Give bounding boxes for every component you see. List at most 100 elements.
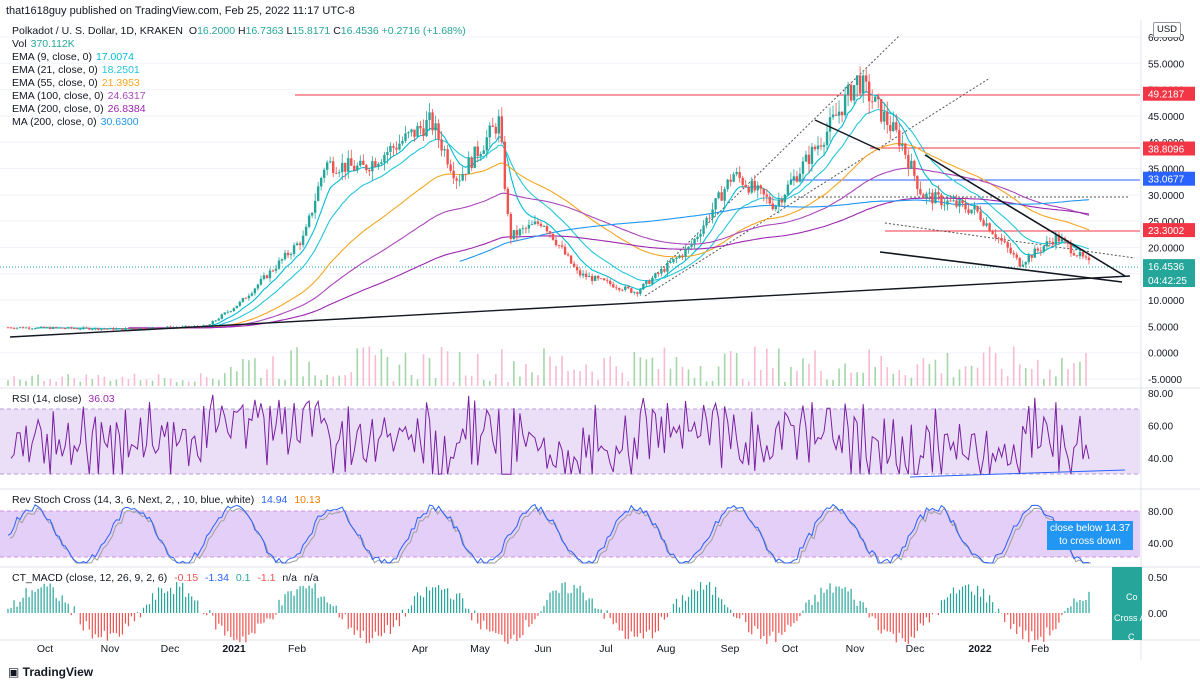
macd-bar — [838, 586, 840, 613]
macd-bar — [618, 613, 620, 631]
candle-body — [449, 164, 452, 171]
candle-body — [1030, 255, 1033, 258]
ema-line — [128, 197, 1090, 329]
indicator-ema55[interactable]: EMA (55, close, 0) 21.3953 — [12, 77, 140, 89]
macd-legend[interactable]: CT_MACD (close, 12, 26, 9, 2, 6) -0.15 -… — [12, 572, 319, 584]
macd-bar — [931, 613, 934, 615]
candle-body — [307, 215, 311, 227]
indicator-ema21[interactable]: EMA (21, close, 0) 18.2501 — [12, 64, 140, 76]
volume-bar — [916, 364, 919, 386]
volume-bar — [266, 369, 268, 386]
candle-body — [693, 238, 696, 245]
indicator-ema9[interactable]: EMA (9, close, 0) 17.0074 — [12, 51, 134, 63]
candle-body — [578, 270, 582, 276]
macd-bar — [1022, 613, 1024, 640]
stoch-lines — [7, 503, 1091, 564]
indicator-ma200[interactable]: MA (200, close, 0) 30.6300 — [12, 116, 139, 128]
macd-bar — [230, 613, 232, 638]
candle-body — [21, 327, 25, 329]
price-badge-label: 04:42:25 — [1148, 276, 1187, 287]
price-tick-label: 25.0000 — [1148, 217, 1185, 228]
indicator-ema100[interactable]: EMA (100, close, 0) 24.6317 — [12, 90, 146, 102]
macd-bar — [651, 613, 653, 639]
volume-bar — [434, 378, 437, 386]
rsi-line — [10, 394, 1090, 475]
candle-body — [774, 206, 778, 210]
macd-bar — [904, 613, 906, 642]
symbol-legend: Polkadot / U. S. Dollar, 1D, KRAKEN O16.… — [12, 25, 466, 37]
candle-body — [64, 328, 67, 330]
macd-bar — [986, 602, 988, 613]
rsi-legend[interactable]: RSI (14, close) 36.03 — [12, 393, 115, 405]
tradingview-logo[interactable]: ▣ TradingView — [8, 665, 93, 679]
volume-bar — [91, 379, 94, 386]
price-tick-label: 5.0000 — [1148, 322, 1179, 333]
candle-body — [27, 327, 31, 329]
candle-body — [919, 188, 922, 195]
candle-body — [319, 177, 323, 187]
volume-bar — [326, 374, 328, 386]
indicator-vol[interactable]: Vol 370.112K — [12, 38, 75, 50]
oct-downtrend — [814, 119, 881, 151]
macd-bar — [781, 613, 783, 635]
candle-body — [223, 312, 226, 315]
indicator-value: 26.8384 — [107, 103, 146, 115]
candle-body — [557, 245, 561, 246]
candle-body — [6, 327, 10, 329]
macd-bar — [188, 593, 190, 613]
volume-bar — [362, 347, 365, 386]
macd-bar — [431, 587, 434, 613]
candle-body — [1033, 248, 1036, 258]
candle-body — [1015, 254, 1018, 258]
volume-bar — [808, 363, 810, 386]
candle-body — [560, 245, 564, 247]
macd-bar — [823, 592, 825, 613]
macd-bar — [64, 602, 66, 613]
macd-bar — [356, 613, 358, 631]
macd-bar — [151, 593, 154, 613]
macd-bar — [504, 613, 506, 642]
macd-bar — [699, 582, 702, 613]
macd-bar — [302, 585, 304, 613]
volume-bar — [374, 355, 377, 386]
indicator-label: EMA (100, close, 0) — [12, 90, 104, 102]
macd-bar — [398, 613, 401, 627]
currency-button[interactable]: USD — [1153, 22, 1181, 38]
macd-bar — [627, 613, 629, 640]
price-badge — [1143, 223, 1195, 238]
macd-bar — [633, 613, 635, 637]
macd-bar — [690, 589, 693, 613]
candle-body — [777, 199, 781, 207]
candle-body — [1075, 255, 1079, 257]
candle-body — [994, 234, 997, 238]
volume-bar — [832, 379, 834, 386]
macd-bar — [31, 590, 33, 613]
indicator-ema200[interactable]: EMA (200, close, 0) 26.8384 — [12, 103, 146, 115]
macd-bar — [727, 607, 729, 613]
price-tick-label: -5.0000 — [1148, 375, 1182, 386]
volume-bar — [254, 358, 256, 386]
macd-bar — [1058, 613, 1060, 623]
candle-body — [928, 192, 931, 194]
volume-bar — [741, 378, 744, 386]
macd-side-label-1: Co — [1126, 592, 1138, 602]
macd-bar — [976, 585, 979, 613]
volume-bar — [1037, 359, 1039, 386]
note-line-1: close below 14.37 — [1049, 523, 1131, 534]
indicator-label: Vol — [12, 38, 27, 50]
volume-bar — [549, 356, 551, 386]
macd-bar — [197, 600, 199, 613]
stoch-legend[interactable]: Rev Stoch Cross (14, 3, 6, Next, 2, , 10… — [12, 494, 321, 506]
time-axis-label: Oct — [782, 643, 798, 655]
volume-bar — [392, 381, 395, 386]
candle-body — [371, 161, 374, 172]
channel-lower — [644, 77, 991, 297]
macd-bar — [748, 613, 750, 633]
macd-bar — [1070, 606, 1072, 613]
candle-body — [798, 173, 802, 182]
candle-body — [901, 143, 904, 147]
volume-bar — [711, 380, 714, 386]
macd-bar — [166, 591, 169, 613]
candle-body — [554, 239, 558, 246]
